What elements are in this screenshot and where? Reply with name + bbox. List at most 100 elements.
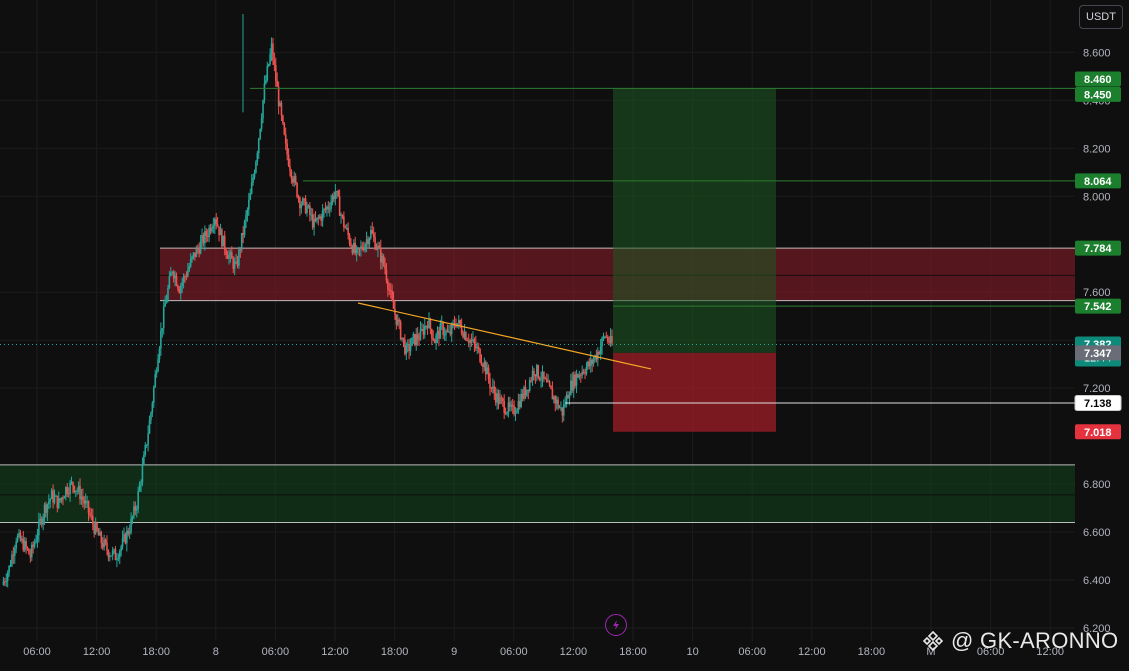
candle-body <box>486 367 488 375</box>
candle-body <box>242 232 244 235</box>
candle-body <box>259 128 261 139</box>
time-tick-label: 06:00 <box>738 646 766 658</box>
candle-body <box>423 326 426 335</box>
candle-body <box>395 314 398 325</box>
candle-body <box>4 581 6 583</box>
candle-body <box>476 346 479 349</box>
price-tick-label: 8.200 <box>1083 143 1111 155</box>
candle-body <box>520 393 523 408</box>
candle-body <box>450 323 453 335</box>
candle-body <box>70 481 73 483</box>
candle-body <box>496 393 498 403</box>
candle-body <box>178 288 181 293</box>
candle-body <box>575 373 578 386</box>
candle-body <box>429 318 432 330</box>
candle-body <box>213 219 216 226</box>
candle-body <box>330 201 332 209</box>
candle-body <box>303 198 305 200</box>
candle-body <box>343 216 345 228</box>
candle-body <box>382 255 385 265</box>
candle-body <box>181 282 183 286</box>
candle-body <box>439 323 442 339</box>
candle-body <box>412 333 415 338</box>
candle-body <box>425 325 427 327</box>
candle-body <box>187 270 189 277</box>
watermark-text: @ GK-ARONNO <box>951 628 1119 653</box>
candle-body <box>528 380 531 391</box>
bolt-icon[interactable] <box>605 614 627 636</box>
candle-body <box>414 333 416 345</box>
currency-button[interactable]: USDT <box>1079 5 1123 29</box>
candle-body <box>260 118 263 129</box>
candle-body <box>263 83 266 101</box>
candle-body <box>55 495 57 497</box>
level-8064-text: 8.064 <box>1084 176 1112 188</box>
candle-body <box>286 143 288 155</box>
candle-body <box>536 365 538 377</box>
candle-body <box>104 539 107 543</box>
candle-body <box>226 255 229 259</box>
candle-body <box>269 53 271 65</box>
candle-body <box>422 329 425 335</box>
candle-body <box>357 247 359 250</box>
level-7784-tag <box>1075 240 1121 256</box>
candle-body <box>284 134 287 144</box>
candle-body <box>300 204 303 209</box>
candle-body <box>572 374 575 391</box>
price-tick-label: 8.000 <box>1083 191 1111 203</box>
candle-body <box>350 243 352 247</box>
candle-body <box>240 232 243 251</box>
candle-body <box>218 226 220 236</box>
candle-body <box>36 535 39 541</box>
support-line-tag <box>1074 395 1122 412</box>
candle-body <box>497 393 500 404</box>
candle-body <box>231 252 233 259</box>
candle-body <box>245 214 247 222</box>
candle-body <box>126 530 128 544</box>
candle-body <box>282 115 284 124</box>
candle-body <box>331 195 334 202</box>
candle-body <box>101 543 104 548</box>
candle-body <box>345 227 348 229</box>
candle-body <box>353 242 355 253</box>
candle-body <box>399 321 402 340</box>
candle-body <box>492 386 494 389</box>
price-tick-label: 8.600 <box>1083 47 1111 59</box>
prev-close-tag <box>1075 345 1121 361</box>
candle-body <box>110 555 113 557</box>
candle-body <box>385 269 388 281</box>
candle-body <box>144 444 147 455</box>
candle-body <box>323 208 325 211</box>
candle-body <box>135 508 138 511</box>
candle-body <box>493 386 496 394</box>
candle-body <box>32 544 35 547</box>
candle-body <box>516 410 518 413</box>
candle-body <box>184 276 186 278</box>
candle-body <box>94 523 97 534</box>
candle-body <box>209 227 212 232</box>
take-profit-2-text: 8.460 <box>1084 74 1112 86</box>
take-profit-1-text: 8.450 <box>1084 89 1112 101</box>
candle-body <box>595 355 598 360</box>
candle-body <box>252 177 254 183</box>
candle-body <box>270 43 273 54</box>
candle-body <box>482 364 484 367</box>
candle-body <box>408 343 410 351</box>
candle-body <box>340 214 342 216</box>
candle-body <box>188 266 191 271</box>
candle-body <box>402 337 405 340</box>
candle-body <box>45 504 47 513</box>
candle-body <box>551 388 554 400</box>
candle-body <box>598 351 601 355</box>
candle-body <box>328 208 331 210</box>
candle-body <box>455 325 457 327</box>
candle-body <box>364 244 366 250</box>
candle-body <box>311 214 314 228</box>
candle-body <box>599 346 602 355</box>
level-8064-tag <box>1075 173 1121 189</box>
candle-body <box>415 334 418 345</box>
axis-layer: 8.6008.4008.2008.0007.6007.4007.2006.800… <box>23 47 1110 658</box>
candle-body <box>151 402 154 413</box>
